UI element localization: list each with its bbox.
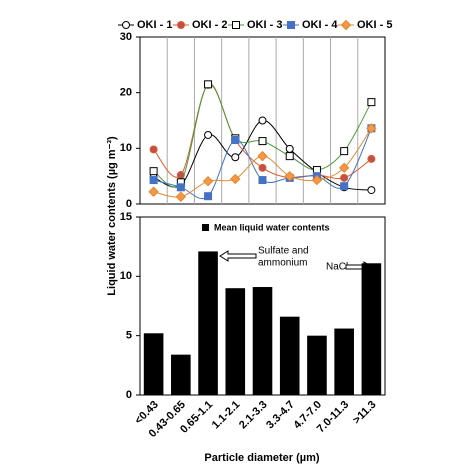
y-tick-label: 0 xyxy=(126,389,132,401)
marker xyxy=(204,80,213,89)
marker xyxy=(340,19,352,31)
marker xyxy=(149,145,158,154)
bar xyxy=(334,328,354,395)
marker xyxy=(340,182,349,191)
marker xyxy=(258,116,267,125)
marker xyxy=(285,144,294,153)
marker xyxy=(340,173,349,182)
marker xyxy=(149,167,158,176)
annotation: ammonium xyxy=(258,258,307,269)
bar xyxy=(171,354,191,395)
marker xyxy=(366,123,377,134)
marker xyxy=(258,176,267,185)
marker xyxy=(175,191,187,202)
marker xyxy=(258,137,267,146)
marker xyxy=(202,175,214,187)
marker xyxy=(367,154,376,163)
y-tick-label: 0 xyxy=(126,198,132,210)
y-tick-label: 15 xyxy=(120,211,132,223)
y-tick-label: 10 xyxy=(120,270,132,282)
x-tick-label: 1.1-2.1 xyxy=(210,399,243,432)
top-frame xyxy=(139,36,386,205)
marker xyxy=(338,162,350,174)
marker xyxy=(149,176,158,185)
marker xyxy=(148,186,159,197)
marker xyxy=(204,192,213,201)
marker xyxy=(231,135,240,144)
marker xyxy=(287,21,295,29)
bar xyxy=(279,316,300,395)
y-axis-label: Liquid water contents (µg m⁻³) xyxy=(106,136,118,296)
bar xyxy=(198,251,218,395)
annotation: Sulfate and xyxy=(258,246,309,257)
x-tick-label: 3.3-4.7 xyxy=(264,399,297,432)
marker xyxy=(284,170,295,182)
marker xyxy=(230,173,241,185)
marker xyxy=(258,163,267,172)
legend-label: OKI - 2 xyxy=(192,19,227,31)
legend-label: OKI - 5 xyxy=(357,19,392,31)
legend-label: Mean liquid water contents xyxy=(214,222,330,232)
marker xyxy=(311,174,323,186)
x-tick-label: >11.3 xyxy=(351,399,379,427)
x-axis-label: Particle diameter (µm) xyxy=(204,452,319,464)
marker xyxy=(204,130,213,139)
legend-label: OKI - 3 xyxy=(247,19,282,31)
bar xyxy=(307,335,327,395)
y-tick-label: 20 xyxy=(120,87,132,99)
bar xyxy=(143,333,164,395)
bar xyxy=(361,263,382,395)
bar xyxy=(252,287,273,395)
legend-swatch xyxy=(202,224,209,231)
legend-label: OKI - 1 xyxy=(137,19,172,31)
marker xyxy=(176,183,185,192)
marker xyxy=(367,186,376,195)
marker xyxy=(257,150,268,162)
marker xyxy=(122,21,130,29)
annotation: NaCl xyxy=(326,262,348,273)
marker xyxy=(231,153,240,162)
marker xyxy=(177,21,185,29)
marker xyxy=(340,147,349,156)
marker xyxy=(285,152,294,161)
y-tick-label: 10 xyxy=(120,142,132,154)
legend-label: OKI - 4 xyxy=(302,19,338,31)
y-tick-label: 30 xyxy=(120,31,132,43)
marker xyxy=(232,21,240,29)
arrow xyxy=(219,250,257,262)
bar xyxy=(225,288,246,395)
x-tick-label: 2.1-3.3 xyxy=(237,399,270,432)
y-tick-label: 5 xyxy=(126,330,132,342)
marker xyxy=(367,98,376,107)
